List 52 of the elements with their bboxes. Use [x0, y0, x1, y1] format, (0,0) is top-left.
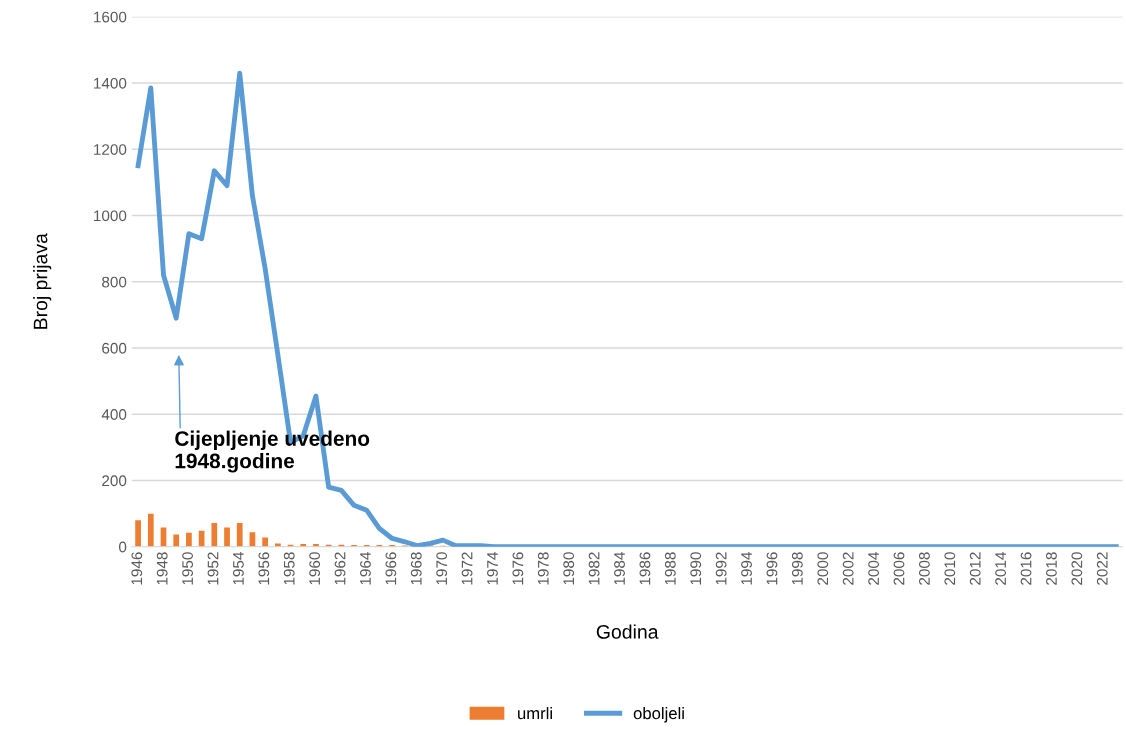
x-tick-label: 1990: [690, 552, 702, 585]
y-tick-label: 600: [102, 342, 127, 354]
y-tick-label: 1600: [94, 11, 127, 23]
x-tick-label: 2010: [944, 552, 956, 585]
y-tick-label: 800: [102, 276, 127, 288]
legend-label: oboljeli: [633, 707, 684, 723]
x-tick-label: 1960: [309, 552, 321, 585]
x-tick-label: 1994: [741, 552, 752, 585]
x-tick-label: 1998: [791, 552, 803, 585]
x-tick-label: 1966: [385, 552, 397, 585]
x-tick-label: 2002: [842, 552, 854, 585]
x-tick-label: 1964: [360, 552, 371, 585]
y-axis-title: Broj prijava: [33, 233, 52, 329]
x-tick-label: 1952: [207, 552, 219, 585]
x-tick-label: 1948: [156, 552, 168, 585]
y-tick-label: 1400: [94, 77, 127, 89]
x-tick-label: 1984: [614, 552, 625, 585]
y-tick-label: 0: [118, 541, 127, 553]
x-tick-label: 2014: [995, 552, 1007, 585]
x-tick-label: 1976: [512, 552, 524, 585]
x-tick-label: 1970: [436, 552, 448, 585]
x-tick-label: 1996: [766, 552, 778, 585]
y-tick-label: 200: [102, 475, 127, 487]
x-tick-label: 1978: [537, 552, 549, 585]
x-tick-label: 1968: [410, 552, 422, 585]
x-tick-label: 1954: [233, 552, 244, 585]
x-tick-label: 2006: [893, 552, 905, 585]
x-tick-label: 1958: [283, 552, 295, 585]
x-tick-label: 1980: [563, 552, 575, 585]
x-tick-label: 2008: [919, 552, 930, 585]
x-tick-label: 2016: [1020, 552, 1032, 585]
x-tick-label: 2022: [1096, 552, 1108, 585]
x-tick-label: 1956: [258, 552, 270, 585]
x-tick-label: 1974: [487, 552, 498, 585]
x-tick-label: 2012: [969, 552, 981, 585]
x-tick-label: 2018: [1046, 552, 1057, 585]
x-tick-label: 1982: [588, 552, 600, 585]
x-tick-label: 1946: [131, 552, 143, 585]
x-tick-label: 1950: [182, 552, 194, 585]
x-tick-label: 1972: [461, 552, 473, 585]
x-axis-title: Godina: [596, 624, 659, 639]
y-tick-label: 1200: [94, 144, 127, 155]
x-tick-label: 1986: [639, 552, 651, 585]
y-tick-label: 400: [101, 409, 127, 420]
y-tick-label: 1000: [94, 210, 127, 222]
x-tick-label: 2004: [868, 552, 879, 585]
x-tick-label: 1992: [715, 552, 727, 585]
legend-label: umrli: [518, 707, 552, 720]
x-tick-label: 2000: [817, 552, 829, 585]
x-tick-label: 2020: [1071, 552, 1083, 585]
x-tick-label: 1988: [664, 552, 676, 585]
x-tick-label: 1962: [334, 552, 346, 585]
